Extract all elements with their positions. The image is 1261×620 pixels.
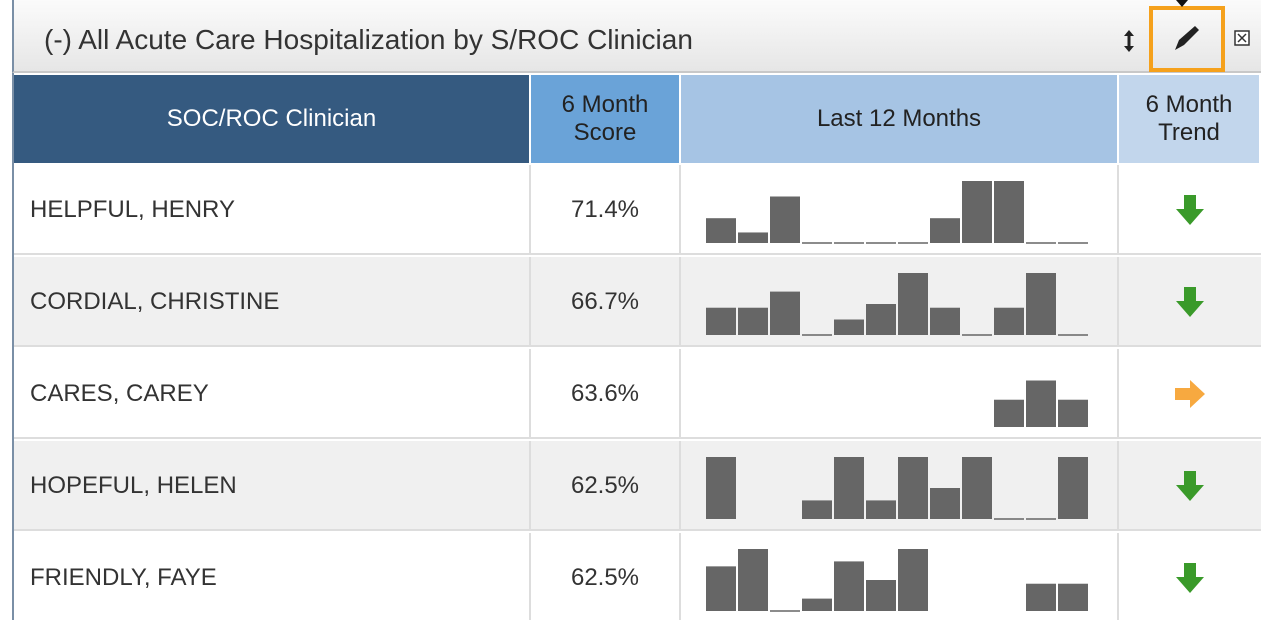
arrow-down	[1176, 563, 1204, 593]
spark-bar	[706, 457, 736, 519]
score: 62.5%	[531, 533, 681, 620]
sparkline	[706, 549, 1088, 612]
sparkline	[706, 273, 1088, 336]
sparkline	[994, 380, 1088, 427]
column-header: Last 12 Months	[681, 75, 1119, 163]
arrow-down	[1176, 195, 1204, 225]
close-icon[interactable]	[1234, 30, 1250, 46]
spark-bar	[802, 500, 832, 519]
spark-bar	[930, 307, 960, 335]
spark-bar	[834, 561, 864, 611]
spark-bar	[738, 549, 768, 611]
spark-bar	[866, 304, 896, 335]
trend-arrow	[1176, 287, 1204, 317]
spark-bar	[994, 399, 1024, 427]
trend-cell	[1119, 441, 1261, 531]
trend-arrow	[1176, 471, 1204, 501]
clinician-name: FRIENDLY, FAYE	[14, 533, 531, 620]
table-row: CORDIAL, CHRISTINE 66.7%	[14, 257, 1261, 347]
column-header: 6 Month Score	[531, 75, 681, 163]
trend-arrow	[1176, 563, 1204, 593]
panel-border	[12, 73, 14, 620]
spark-bar	[930, 218, 960, 243]
sparkline-cell	[681, 165, 1119, 255]
sparkline-cell	[681, 533, 1119, 620]
spark-bar	[898, 457, 928, 519]
score: 71.4%	[531, 165, 681, 255]
trend-cell	[1119, 349, 1261, 439]
spark-bar	[1058, 399, 1088, 427]
table-row: HOPEFUL, HELEN 62.5%	[14, 441, 1261, 531]
panel-header: (-) All Acute Care Hospitalization by S/…	[12, 0, 1261, 73]
spark-bar	[1058, 583, 1088, 611]
spark-bar	[994, 307, 1024, 335]
table-row: HELPFUL, HENRY 71.4%	[14, 165, 1261, 255]
spark-bar	[994, 181, 1024, 243]
table-row: CARES, CAREY 63.6%	[14, 349, 1261, 439]
clinician-name: HELPFUL, HENRY	[14, 165, 531, 255]
spark-bar	[962, 181, 992, 243]
spark-bar	[834, 457, 864, 519]
spark-bar	[898, 549, 928, 611]
spark-bar	[706, 218, 736, 243]
resize-icon[interactable]	[1119, 28, 1139, 54]
spark-bar	[834, 319, 864, 335]
spark-bar	[962, 457, 992, 519]
clinician-name: CARES, CAREY	[14, 349, 531, 439]
spark-bar	[866, 500, 896, 519]
spark-bar	[770, 291, 800, 335]
sparkline	[706, 181, 1088, 244]
spark-bar	[866, 580, 896, 611]
arrow-down	[1176, 287, 1204, 317]
trend-arrow	[1175, 380, 1205, 408]
sparkline-cell	[681, 441, 1119, 531]
score: 66.7%	[531, 257, 681, 347]
score: 62.5%	[531, 441, 681, 531]
edit-button[interactable]	[1149, 6, 1225, 72]
column-header: SOC/ROC Clinician	[14, 75, 531, 163]
spark-bar	[706, 566, 736, 611]
arrow-right	[1175, 380, 1205, 408]
spark-bar	[706, 307, 736, 335]
clinician-name: HOPEFUL, HELEN	[14, 441, 531, 531]
spark-bar	[930, 488, 960, 519]
trend-cell	[1119, 257, 1261, 347]
pointer-arrow	[1176, 0, 1188, 7]
spark-bar	[898, 273, 928, 335]
trend-cell	[1119, 533, 1261, 620]
sparkline-cell	[681, 349, 1119, 439]
spark-bar	[1026, 380, 1056, 427]
spark-bar	[738, 307, 768, 335]
clinician-name: CORDIAL, CHRISTINE	[14, 257, 531, 347]
spark-bar	[1026, 583, 1056, 611]
sparkline-cell	[681, 257, 1119, 347]
spark-bar	[1026, 273, 1056, 335]
spark-bar	[1058, 457, 1088, 519]
spark-bar	[770, 196, 800, 243]
table-row: FRIENDLY, FAYE 62.5%	[14, 533, 1261, 620]
trend-cell	[1119, 165, 1261, 255]
spark-bar	[802, 598, 832, 611]
trend-arrow	[1176, 195, 1204, 225]
column-header: 6 Month Trend	[1119, 75, 1261, 163]
spark-bar	[738, 232, 768, 243]
score: 63.6%	[531, 349, 681, 439]
panel-title: (-) All Acute Care Hospitalization by S/…	[44, 24, 693, 55]
arrow-down	[1176, 471, 1204, 501]
sparkline	[706, 457, 1088, 520]
